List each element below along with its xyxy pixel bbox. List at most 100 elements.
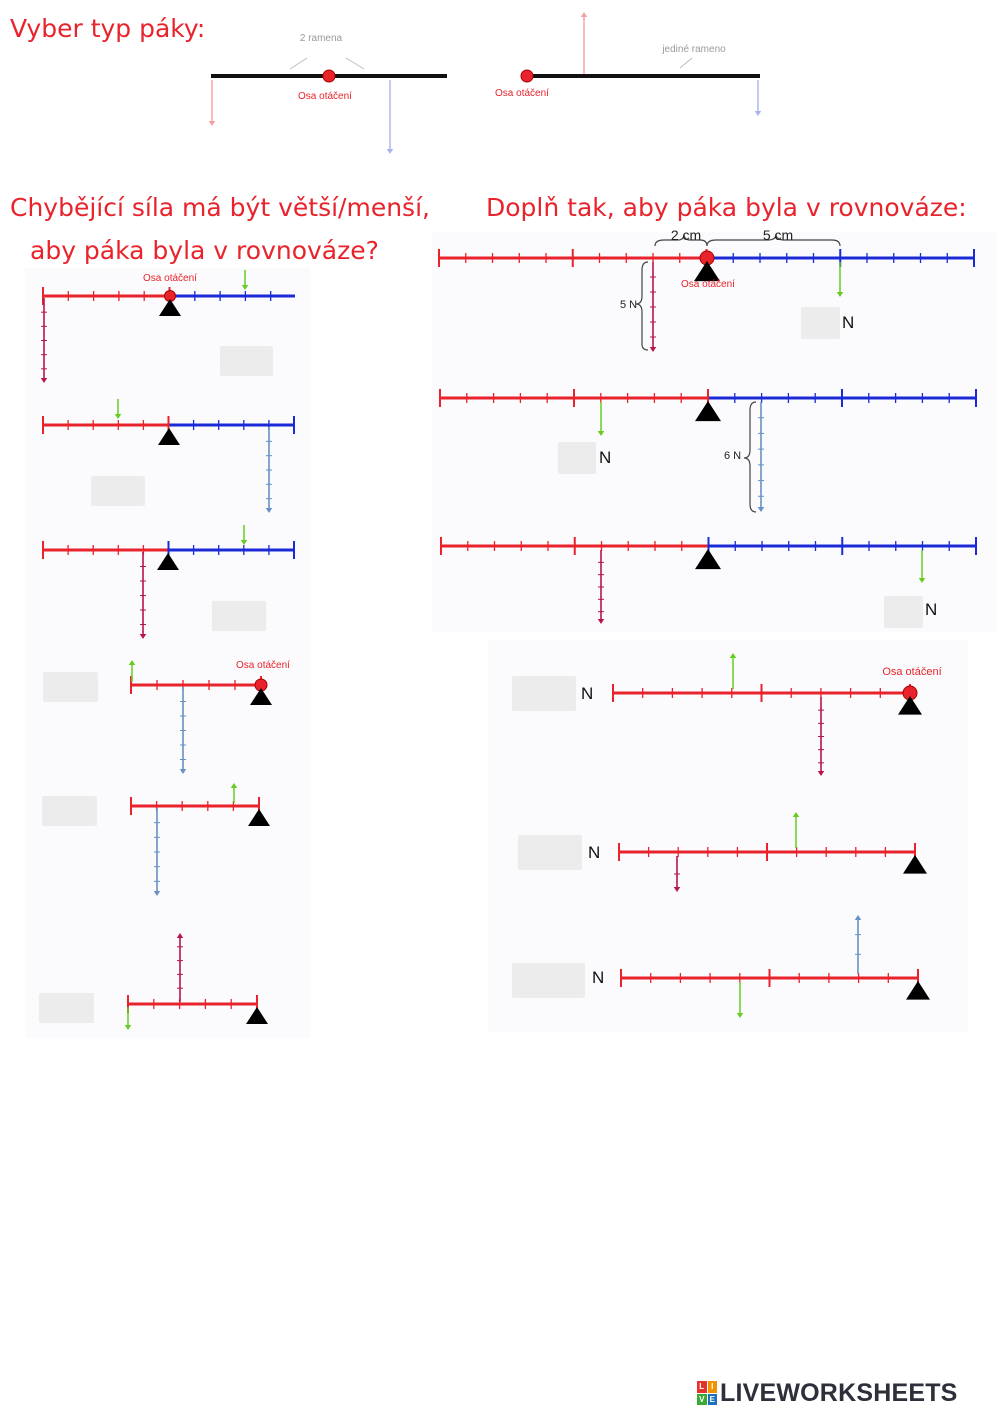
answer-box-right-1[interactable] [801, 307, 840, 339]
answer-box-right-5[interactable] [518, 835, 582, 870]
force-5n-label: 5 N [620, 299, 637, 311]
right-lever-2 [439, 389, 977, 513]
right-lever-6 [620, 915, 930, 1018]
arrow-head [597, 431, 605, 436]
left-lever-6 [124, 933, 268, 1030]
newton-unit-5: N [588, 843, 601, 862]
heading-bigger-smaller-line1: Chybějící síla má být větší/menší, [10, 193, 430, 222]
arrow-down-faint-red [208, 80, 216, 126]
arrow-head [241, 285, 249, 290]
single-arm-label: jediné rameno [661, 44, 726, 55]
pointer-line-right [345, 57, 365, 70]
arrow-head [40, 378, 48, 383]
fulcrum-triangle [158, 428, 180, 446]
force-arrow-crimson [597, 550, 605, 624]
force-arrow-crimson [817, 697, 825, 776]
logo-icon-square: V [697, 1393, 707, 1405]
answer-box-left-4[interactable] [43, 672, 98, 702]
force-arrow-green-small [114, 399, 122, 419]
pointer-line-left [289, 57, 308, 70]
left-lever-5 [130, 783, 270, 896]
brace-6n [743, 401, 757, 513]
arrow-head [114, 414, 122, 419]
force-arrow-green-small [241, 270, 249, 290]
heading-complete-equilibrium: Doplň tak, aby páka byla v rovnováze: [486, 193, 967, 222]
force-arrow-blue-6n [757, 402, 765, 512]
arrow-head [176, 933, 184, 938]
logo-icon-square: E [707, 1393, 717, 1405]
arrow-head [386, 149, 394, 154]
arrow-head [230, 783, 238, 788]
arrow-head [918, 578, 926, 583]
answer-box-right-6[interactable] [512, 963, 585, 998]
newton-unit-2: N [599, 448, 612, 467]
arrow-head [153, 891, 161, 896]
brace-2cm [654, 233, 708, 247]
left-lever-3 [42, 525, 295, 639]
fulcrum-triangle [157, 553, 179, 571]
arrow-head [649, 347, 657, 352]
force-arrow-crimson [40, 298, 48, 383]
arrow-head [597, 619, 605, 624]
fulcrum-triangle [695, 401, 721, 422]
right-lever-4 [612, 653, 922, 776]
logo-icon-square: L [697, 1381, 707, 1393]
force-arrow-green-small [836, 262, 844, 297]
pivot-label-intro-2: Osa otáčení [495, 88, 549, 99]
arrow-up-faint-red [580, 12, 588, 74]
arrow-head [265, 508, 273, 513]
arrow-head [139, 634, 147, 639]
fulcrum-triangle [695, 549, 721, 570]
arrow-head [240, 540, 248, 545]
answer-box-right-4[interactable] [512, 676, 576, 711]
labels: 2 ramena jediné rameno Osa otáčení Osa o… [143, 33, 942, 678]
arrow-head [792, 812, 800, 817]
brace-5n [635, 261, 649, 351]
heading-bigger-smaller-line2: aby páka byla v rovnováze? [30, 236, 379, 265]
force-arrow-crimson-up [176, 933, 184, 1002]
arrow-head [836, 292, 844, 297]
arrow-head [754, 111, 762, 116]
fulcrum-triangle [694, 261, 720, 282]
arrow-head [817, 771, 825, 776]
fulcrum-triangle [246, 1007, 268, 1025]
answer-box-left-2[interactable] [91, 476, 145, 506]
right-lever-3 [440, 537, 977, 624]
newton-unit-3: N [925, 600, 938, 619]
force-arrow-crimson-5n [649, 262, 657, 352]
force-arrow-green-small [240, 525, 248, 545]
force-arrow-green-small-up [792, 812, 800, 848]
force-arrow-green-small-up [729, 653, 737, 689]
heading-select-lever-type: Vyber typ páky: [10, 14, 206, 43]
newton-unit-6: N [592, 968, 605, 987]
force-arrow-crimson [673, 856, 681, 892]
fulcrum-triangle [250, 688, 272, 706]
answer-box-right-3[interactable] [884, 596, 923, 628]
arrow-head [729, 653, 737, 658]
fulcrum-triangle [903, 855, 927, 874]
arrow-down-faint-blue-2 [754, 80, 762, 116]
answer-box-left-1[interactable] [220, 346, 273, 376]
right-lever-1 [438, 233, 975, 352]
arrow-head [179, 769, 187, 774]
answer-box-right-2[interactable] [558, 442, 596, 474]
arrow-down-faint-blue [386, 80, 394, 154]
answer-box-left-5[interactable] [42, 796, 97, 826]
pivot-label-intro-1: Osa otáčení [298, 91, 352, 102]
force-arrow-blue [265, 427, 273, 513]
force-arrow-green-small [597, 402, 605, 436]
lever-type-diagrams [208, 12, 762, 154]
fulcrum-triangle [898, 696, 922, 715]
logo-icon-square: I [707, 1381, 717, 1393]
fulcrum-triangle [248, 809, 270, 827]
answer-box-left-3[interactable] [212, 601, 266, 631]
two-arms-label: 2 ramena [300, 33, 343, 44]
brace-5cm [706, 233, 841, 247]
pointer-line-single [679, 57, 693, 69]
arrow-head [736, 1013, 744, 1018]
newton-unit-4: N [581, 684, 594, 703]
answer-box-left-6[interactable] [39, 993, 94, 1023]
force-arrow-crimson [139, 552, 147, 639]
